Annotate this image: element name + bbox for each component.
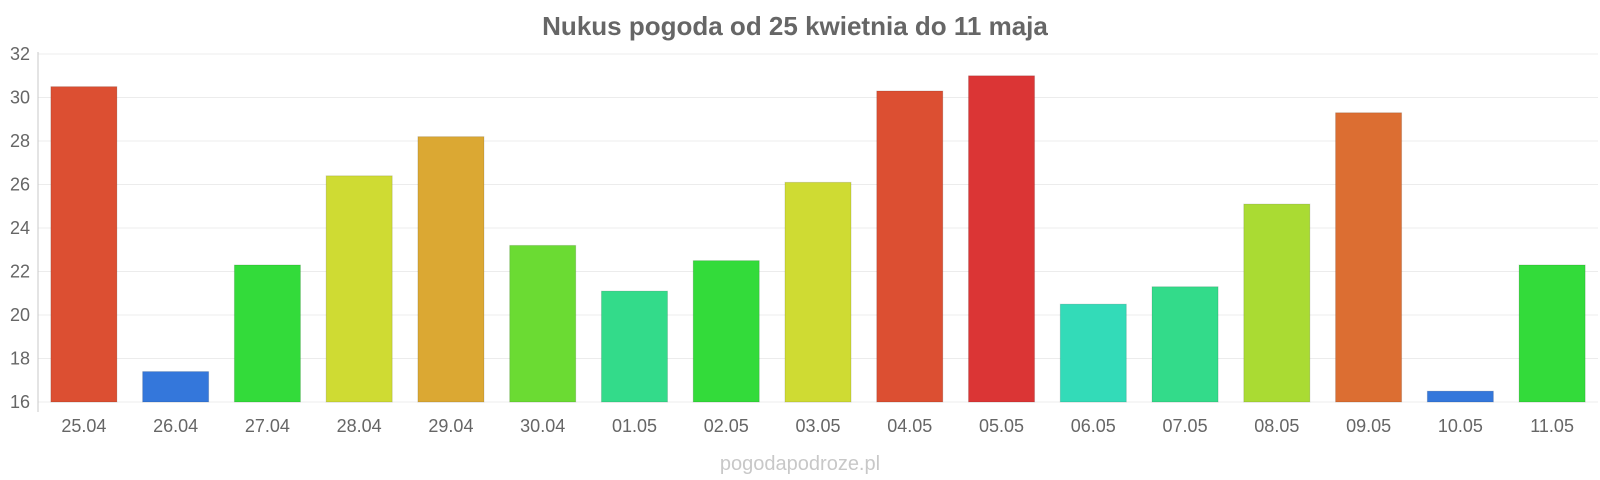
chart-title: Nukus pogoda od 25 kwietnia do 11 maja (542, 11, 1048, 41)
x-tick-label: 07.05 (1163, 416, 1208, 436)
watermark: pogodapodroze.pl (720, 453, 880, 475)
bar-02.05 (692, 260, 760, 403)
bar-05.05 (967, 75, 1036, 403)
y-tick-label: 18 (10, 349, 30, 369)
bar-26.04 (142, 371, 210, 403)
x-tick-label: 02.05 (704, 416, 749, 436)
x-tick-label: 04.05 (887, 416, 932, 436)
bar-07.05 (1151, 286, 1219, 403)
x-tick-label: 03.05 (795, 416, 840, 436)
x-tick-label: 29.04 (428, 416, 473, 436)
y-tick-label: 22 (10, 262, 30, 282)
x-tick-label: 11.05 (1530, 416, 1574, 436)
bar-03.05 (784, 181, 852, 403)
x-tick-label: 08.05 (1254, 416, 1299, 436)
x-tick-label: 10.05 (1438, 416, 1483, 436)
bar-11.05 (1518, 264, 1586, 403)
bars (50, 75, 1586, 403)
bar-29.04 (417, 136, 485, 403)
bar-27.04 (233, 264, 301, 403)
bar-08.05 (1243, 203, 1311, 403)
x-tick-label: 27.04 (245, 416, 290, 436)
x-tick-label: 26.04 (153, 416, 198, 436)
x-tick-label: 25.04 (61, 416, 106, 436)
x-axis-ticks: 25.04 26.04 27.04 28.04 29.04 30.04 01.05 02.05… (61, 416, 1574, 436)
y-tick-label: 32 (10, 44, 30, 64)
bar-30.04 (509, 244, 577, 403)
y-tick-label: 30 (10, 88, 30, 108)
y-tick-label: 26 (10, 175, 30, 195)
x-tick-label: 28.04 (337, 416, 382, 436)
bar-06.05 (1059, 303, 1127, 403)
x-tick-label: 01.05 (612, 416, 657, 436)
bar-09.05 (1335, 112, 1403, 403)
bar-04.05 (876, 90, 944, 403)
x-tick-label: 06.05 (1071, 416, 1116, 436)
y-tick-label: 24 (10, 218, 30, 238)
bar-01.05 (600, 290, 669, 403)
bar-28.04 (325, 175, 393, 403)
x-tick-label: 09.05 (1346, 416, 1391, 436)
x-tick-label: 05.05 (979, 416, 1024, 436)
y-axis-ticks: 16 18 20 22 24 26 28 30 32 (10, 44, 30, 412)
y-tick-label: 16 (10, 392, 30, 412)
y-tick-label: 28 (10, 131, 30, 151)
x-tick-label: 30.04 (520, 416, 565, 436)
bar-25.04 (50, 86, 118, 403)
y-tick-label: 20 (10, 305, 30, 325)
bar-10.05 (1426, 390, 1494, 403)
